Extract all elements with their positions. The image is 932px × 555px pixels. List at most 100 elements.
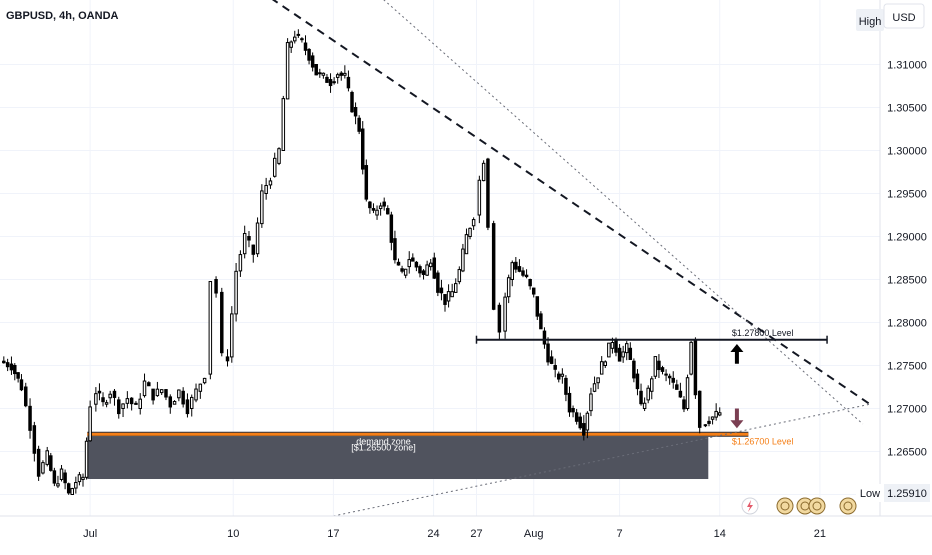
candle-up[interactable] — [457, 269, 462, 283]
candle-down[interactable] — [24, 386, 28, 407]
candle-layer[interactable] — [2, 29, 722, 495]
candle-up[interactable] — [378, 205, 383, 210]
candle-down[interactable] — [225, 356, 230, 362]
candle-up[interactable] — [506, 277, 511, 298]
candle-up[interactable] — [642, 402, 647, 409]
candle-down[interactable] — [36, 448, 41, 477]
candle-down[interactable] — [368, 201, 372, 209]
candle-up[interactable] — [653, 356, 658, 377]
candle-down[interactable] — [168, 396, 173, 408]
candle-up[interactable] — [621, 351, 625, 358]
candle-down[interactable] — [220, 291, 224, 354]
candle-down[interactable] — [682, 399, 686, 410]
candle-up[interactable] — [125, 398, 130, 404]
candle-down[interactable] — [578, 416, 582, 429]
candle-down[interactable] — [328, 79, 333, 87]
candle-down[interactable] — [546, 343, 550, 363]
candle-up[interactable] — [714, 410, 718, 418]
candle-down[interactable] — [307, 48, 311, 61]
candle-down[interactable] — [66, 483, 71, 494]
candle-down[interactable] — [671, 377, 675, 383]
candle-up[interactable] — [585, 412, 590, 431]
candle-up[interactable] — [56, 483, 60, 487]
candle-down[interactable] — [514, 261, 518, 270]
candle-down[interactable] — [325, 76, 329, 83]
candle-up[interactable] — [446, 291, 451, 302]
candle-down[interactable] — [617, 347, 622, 362]
event-icons[interactable] — [741, 497, 857, 515]
candle-up[interactable] — [321, 72, 326, 76]
candle-up[interactable] — [503, 296, 507, 332]
candle-down[interactable] — [582, 423, 586, 436]
dividend-coin-icon-3[interactable] — [808, 497, 826, 515]
candle-up[interactable] — [407, 259, 411, 268]
candle-down[interactable] — [9, 363, 14, 371]
candle-up[interactable] — [88, 406, 92, 442]
candle-down[interactable] — [332, 81, 336, 84]
time-axis[interactable]: Jul 10 17 24 27 Aug 7 14 21 — [0, 515, 932, 540]
candle-up[interactable] — [650, 378, 654, 392]
candle-down[interactable] — [418, 266, 422, 274]
candle-up[interactable] — [70, 488, 75, 495]
candle-down[interactable] — [567, 392, 572, 413]
candle-up[interactable] — [177, 389, 181, 399]
candle-down[interactable] — [97, 390, 102, 394]
candle-up[interactable] — [592, 383, 597, 392]
arrow-layer[interactable] — [730, 344, 744, 429]
candle-up[interactable] — [121, 403, 125, 410]
candle-down[interactable] — [639, 390, 643, 405]
candle-down[interactable] — [112, 390, 117, 398]
candle-down[interactable] — [635, 373, 640, 390]
up-arrow[interactable] — [730, 344, 744, 364]
candle-down[interactable] — [303, 42, 308, 51]
candle-down[interactable] — [360, 128, 365, 170]
candle-down[interactable] — [32, 425, 37, 454]
candle-down[interactable] — [151, 388, 155, 401]
candle-up[interactable] — [94, 393, 98, 405]
candle-up[interactable] — [172, 400, 177, 405]
candle-up[interactable] — [293, 36, 297, 42]
candle-down[interactable] — [542, 330, 547, 345]
candle-up[interactable] — [230, 313, 234, 358]
candle-down[interactable] — [2, 360, 6, 364]
candle-down[interactable] — [364, 165, 369, 200]
candle-up[interactable] — [703, 424, 708, 427]
candle-down[interactable] — [521, 270, 525, 276]
candle-up[interactable] — [685, 377, 690, 409]
candle-up[interactable] — [589, 393, 593, 412]
candle-up[interactable] — [335, 74, 340, 78]
candle-up[interactable] — [717, 412, 722, 416]
candle-down[interactable] — [574, 412, 579, 422]
candle-up[interactable] — [453, 283, 458, 293]
candle-up[interactable] — [260, 190, 264, 225]
candle-down[interactable] — [389, 214, 394, 243]
candle-down[interactable] — [443, 294, 447, 305]
candle-down[interactable] — [350, 91, 354, 113]
candle-down[interactable] — [13, 365, 17, 375]
candle-up[interactable] — [189, 396, 194, 409]
candle-up[interactable] — [138, 398, 142, 410]
candle-up[interactable] — [234, 270, 238, 315]
dividend-coin-icon-1[interactable] — [776, 497, 794, 515]
candle-up[interactable] — [646, 387, 650, 401]
candle-down[interactable] — [353, 107, 358, 117]
candle-up[interactable] — [343, 72, 347, 76]
candle-down[interactable] — [497, 304, 502, 333]
candle-up[interactable] — [428, 262, 433, 268]
dividend-coin-icon-2[interactable] — [796, 497, 814, 515]
candle-up[interactable] — [104, 402, 109, 405]
line-layer[interactable] — [109, 0, 871, 517]
candle-down[interactable] — [571, 408, 575, 413]
candle-down[interactable] — [101, 397, 105, 403]
down-arrow[interactable] — [730, 408, 744, 429]
candle-up[interactable] — [624, 343, 629, 354]
candle-down[interactable] — [628, 347, 633, 360]
candle-down[interactable] — [181, 390, 185, 405]
candle-up[interactable] — [155, 388, 160, 397]
candle-up[interactable] — [596, 377, 600, 384]
candle-up[interactable] — [41, 462, 45, 474]
demand-zone[interactable] — [87, 436, 709, 480]
candle-down[interactable] — [693, 339, 698, 396]
candle-up[interactable] — [468, 227, 472, 237]
candle-up[interactable] — [45, 450, 49, 465]
